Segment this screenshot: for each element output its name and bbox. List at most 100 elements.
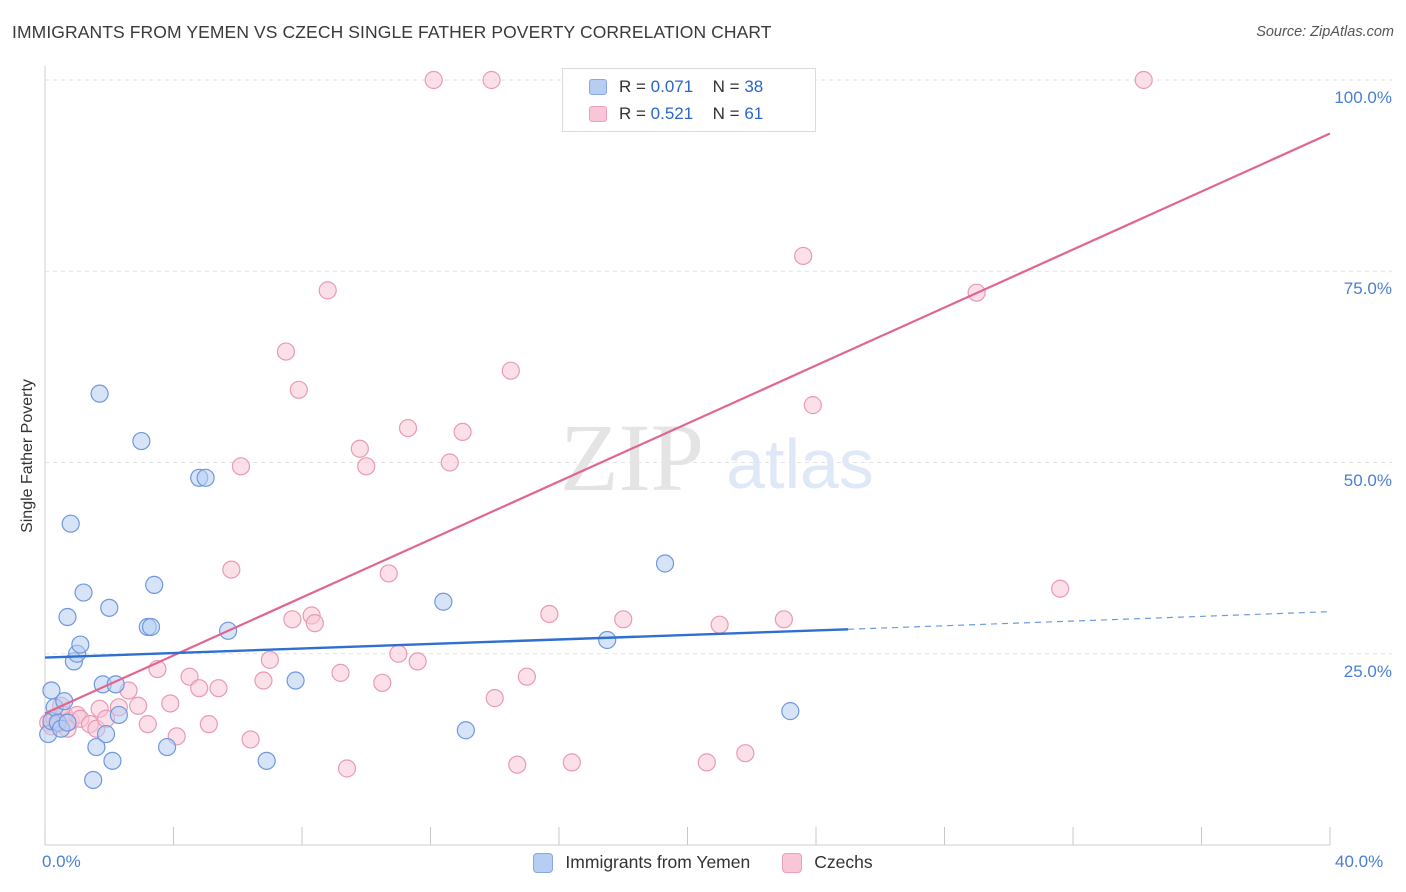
yemen-point[interactable] — [434, 592, 453, 611]
czechs-point[interactable] — [736, 744, 755, 763]
czechs-point[interactable] — [1134, 70, 1153, 90]
y-tick-label-25: 25.0% — [1343, 661, 1392, 681]
yemen-point[interactable] — [100, 598, 119, 617]
czechs-point[interactable] — [231, 457, 251, 476]
trend-lines — [44, 132, 1331, 715]
czechs-point[interactable] — [614, 610, 633, 629]
stats-row-czechs: R = 0.521 N = 61 — [563, 102, 763, 126]
y-tick-label-100: 100.0% — [1334, 88, 1392, 107]
yemen-point[interactable] — [74, 583, 93, 602]
yemen-point[interactable] — [58, 607, 77, 627]
yemen-r-value: 0.071 — [650, 77, 694, 96]
legend: Immigrants from Yemen Czechs — [0, 852, 1406, 873]
czechs-point[interactable] — [697, 753, 716, 772]
czechs-r-label: R = — [619, 104, 646, 123]
czechs-point[interactable] — [350, 439, 369, 458]
yemen-point[interactable] — [141, 617, 161, 637]
czechs-point[interactable] — [289, 380, 308, 399]
yemen-point[interactable] — [90, 384, 109, 403]
source-label: Source: ZipAtlas.com — [1256, 24, 1394, 40]
czechs-point[interactable] — [398, 418, 418, 438]
czechs-point[interactable] — [540, 604, 559, 624]
watermark-atlas: atlas — [726, 425, 874, 503]
czechs-point[interactable] — [803, 396, 822, 415]
yemen-point[interactable] — [456, 721, 475, 740]
yemen-point[interactable] — [598, 630, 617, 650]
czechs-trend-line — [44, 132, 1331, 715]
czechs-point[interactable] — [222, 560, 241, 579]
czechs-point[interactable] — [337, 759, 357, 778]
chart-title: IMMIGRANTS FROM YEMEN VS CZECH SINGLE FA… — [12, 22, 772, 42]
legend-czechs-swatch — [782, 852, 803, 873]
yemen-point[interactable] — [655, 554, 675, 573]
czechs-point[interactable] — [254, 671, 273, 690]
correlation-stats-box: R = 0.071 N = 38 R = 0.521 N = 61 — [562, 68, 816, 132]
czechs-n-label: N = — [712, 104, 740, 123]
yemen-point[interactable] — [257, 751, 276, 770]
czechs-point[interactable] — [190, 679, 209, 698]
czechs-point[interactable] — [501, 361, 520, 380]
yemen-point[interactable] — [781, 702, 800, 721]
czechs-point[interactable] — [774, 610, 793, 629]
czechs-point[interactable] — [199, 715, 218, 734]
yemen-point[interactable] — [87, 737, 106, 757]
yemen-point[interactable] — [103, 751, 122, 770]
czechs-point[interactable] — [794, 246, 813, 266]
czechs-point[interactable] — [331, 663, 350, 682]
czechs-point[interactable] — [485, 689, 504, 708]
czechs-point[interactable] — [1051, 579, 1070, 598]
czechs-n-value: 61 — [744, 104, 764, 123]
czechs-point[interactable] — [161, 694, 180, 713]
czechs-point[interactable] — [508, 755, 527, 774]
x-tick-label-0: 0.0% — [42, 852, 81, 871]
yemen-point[interactable] — [71, 635, 90, 654]
yemen-point[interactable] — [109, 705, 128, 725]
czechs-point[interactable] — [562, 753, 581, 772]
legend-yemen-label: Immigrants from Yemen — [565, 852, 751, 872]
czechs-swatch — [589, 106, 607, 122]
czechs-point[interactable] — [318, 281, 337, 300]
czechs-point[interactable] — [379, 564, 398, 583]
yemen-point[interactable] — [145, 575, 164, 595]
czechs-point[interactable] — [517, 667, 536, 686]
czechs-point[interactable] — [453, 422, 472, 441]
watermark-zip: ZIP — [560, 404, 704, 511]
legend-item-yemen[interactable]: Immigrants from Yemen — [533, 852, 750, 873]
czechs-point[interactable] — [260, 650, 279, 669]
czechs-r-value: 0.521 — [650, 104, 694, 123]
czechs-point[interactable] — [440, 453, 459, 472]
y-tick-label-75: 75.0% — [1343, 279, 1392, 299]
czechs-point[interactable] — [710, 615, 729, 634]
yemen-trend-line — [44, 628, 849, 659]
yemen-point[interactable] — [84, 770, 103, 790]
yemen-point[interactable] — [196, 468, 215, 487]
legend-czechs-label: Czechs — [814, 852, 873, 872]
stats-row-yemen: R = 0.071 N = 38 — [563, 75, 763, 99]
czechs-point[interactable] — [241, 730, 260, 749]
czechs-point[interactable] — [424, 70, 443, 90]
czechs-point[interactable] — [357, 457, 376, 476]
czechs-point[interactable] — [138, 715, 157, 734]
legend-item-czechs[interactable]: Czechs — [782, 852, 873, 873]
czechs-point[interactable] — [283, 610, 302, 629]
czechs-point[interactable] — [276, 342, 296, 361]
czechs-point[interactable] — [482, 70, 501, 90]
czechs-point[interactable] — [129, 696, 148, 715]
yemen-point[interactable] — [61, 514, 80, 533]
czechs-point[interactable] — [209, 679, 228, 698]
yemen-point[interactable] — [286, 671, 305, 690]
yemen-point[interactable] — [132, 431, 151, 451]
yemen-trend-extension — [848, 611, 1331, 630]
czechs-point[interactable] — [305, 614, 324, 633]
czechs-point[interactable] — [373, 673, 392, 692]
watermark: ZIP atlas — [560, 404, 874, 511]
yemen-point[interactable] — [96, 724, 116, 744]
y-tick-label-50: 50.0% — [1343, 470, 1392, 490]
czechs-point[interactable] — [408, 652, 427, 671]
yemen-n-label: N = — [712, 77, 740, 96]
yemen-point[interactable] — [58, 713, 77, 732]
czechs-point[interactable] — [389, 644, 408, 663]
yemen-point[interactable] — [157, 737, 177, 757]
yemen-r-label: R = — [619, 77, 646, 96]
